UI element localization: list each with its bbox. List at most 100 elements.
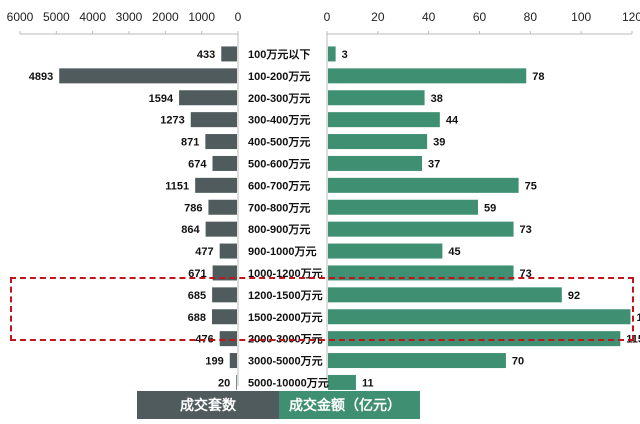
left-bar — [236, 374, 237, 390]
left-bar-value: 1151 — [165, 180, 189, 192]
left-tick-label: 5000 — [43, 10, 70, 24]
category-label: 100万元以下 — [248, 48, 310, 61]
right-bar — [328, 221, 514, 237]
left-bar-value: 1273 — [160, 115, 184, 127]
right-bar-value: 75 — [525, 180, 537, 192]
left-bar — [219, 331, 237, 347]
right-bar — [328, 331, 621, 347]
left-bar — [221, 46, 237, 62]
highlight-box — [10, 277, 634, 341]
right-bar-value: 11 — [362, 377, 374, 389]
right-bar-value: 92 — [568, 290, 580, 302]
right-bar-value: 78 — [532, 71, 544, 83]
right-bar — [328, 374, 356, 390]
left-bar — [179, 90, 237, 106]
right-bar-value: 37 — [428, 158, 440, 170]
left-bar-value: 199 — [205, 356, 223, 368]
left-bar-value: 477 — [195, 246, 213, 258]
right-bar-value: 39 — [433, 137, 445, 149]
left-tick-label: 6000 — [7, 10, 34, 24]
left-bar-value: 674 — [188, 158, 207, 170]
left-bar — [212, 309, 237, 325]
right-bar-value: 59 — [484, 202, 496, 214]
left-bar-value: 20 — [218, 377, 230, 389]
right-bar — [328, 112, 440, 128]
left-bar-value: 671 — [188, 268, 206, 280]
category-label: 1000-1200万元 — [248, 267, 323, 280]
category-label: 1500-2000万元 — [248, 311, 323, 324]
left-bar — [195, 177, 237, 193]
left-tick-label: 2000 — [152, 10, 179, 24]
right-bar-value: 38 — [431, 93, 443, 105]
right-tick-label: 80 — [524, 10, 538, 24]
right-tick-label: 60 — [473, 10, 487, 24]
left-bars: 433 4893 1594 1273 871 674 1151 786 864 477 671 685… — [29, 46, 237, 390]
category-label: 500-600万元 — [248, 157, 310, 170]
right-tick-label: 0 — [324, 10, 331, 24]
right-bar-value: 3 — [342, 49, 348, 61]
right-bar-value: 119 — [636, 312, 640, 324]
right-bar — [328, 134, 428, 150]
category-label: 600-700万元 — [248, 179, 310, 192]
left-tick-label: 4000 — [79, 10, 106, 24]
left-bar — [219, 243, 237, 259]
left-bar-value: 786 — [184, 202, 202, 214]
right-bar — [328, 155, 423, 171]
left-bar — [205, 134, 237, 150]
left-tick-label: 1000 — [188, 10, 215, 24]
left-axis: 6000 5000 4000 3000 2000 1000 0 — [7, 10, 242, 386]
left-bar-value: 871 — [181, 137, 199, 149]
category-label: 400-500万元 — [248, 136, 310, 149]
right-bar-value: 45 — [448, 246, 460, 258]
right-bar — [328, 265, 514, 281]
left-bar — [212, 287, 237, 303]
right-bar — [328, 309, 631, 325]
right-axis: 0 20 40 60 80 100 120 — [324, 10, 640, 386]
right-bar — [328, 90, 425, 106]
left-bar-value: 4893 — [29, 71, 53, 83]
right-bar — [328, 68, 527, 84]
right-tick-label: 20 — [371, 10, 385, 24]
right-bar — [328, 243, 443, 259]
left-bar — [190, 112, 237, 128]
right-bar-value: 73 — [520, 268, 532, 280]
left-bar-value: 685 — [188, 290, 206, 302]
left-bar-value: 864 — [181, 224, 200, 236]
left-bar-value: 688 — [188, 312, 206, 324]
right-bar — [328, 46, 336, 62]
right-bar — [328, 199, 478, 215]
legend-left: 成交套数 — [137, 391, 279, 419]
right-bar — [328, 287, 562, 303]
right-tick-label: 120 — [622, 10, 640, 24]
left-bar — [212, 155, 237, 171]
left-tick-label: 3000 — [116, 10, 143, 24]
left-tick-label: 0 — [235, 10, 242, 24]
right-bars: 378384439377559734573921191157011 — [328, 46, 640, 390]
category-labels: 100万元以下 100-200万元 200-300万元 300-400万元 400-50… — [248, 48, 329, 390]
category-label: 5000-10000万元 — [248, 376, 329, 389]
left-bar — [208, 199, 237, 215]
legend-right: 成交金额（亿元） — [279, 391, 420, 419]
category-label: 300-400万元 — [248, 114, 310, 127]
category-label: 100-200万元 — [248, 70, 310, 83]
left-bar — [229, 353, 237, 369]
category-label: 3000-5000万元 — [248, 355, 323, 368]
left-bar — [212, 265, 237, 281]
right-bar-value: 73 — [520, 224, 532, 236]
left-bar — [59, 68, 237, 84]
category-label: 800-900万元 — [248, 223, 310, 236]
right-bar — [328, 353, 506, 369]
right-tick-label: 100 — [571, 10, 591, 24]
right-bar — [328, 177, 519, 193]
category-label: 900-1000万元 — [248, 245, 317, 258]
left-bar — [205, 221, 237, 237]
category-label: 700-800万元 — [248, 201, 310, 214]
category-label: 200-300万元 — [248, 92, 310, 105]
left-bar-value: 1594 — [149, 93, 174, 105]
right-bar-value: 70 — [512, 356, 524, 368]
right-tick-label: 40 — [422, 10, 436, 24]
left-bar-value: 433 — [197, 49, 215, 61]
category-label: 1200-1500万元 — [248, 289, 323, 302]
right-bar-value: 44 — [446, 115, 459, 127]
